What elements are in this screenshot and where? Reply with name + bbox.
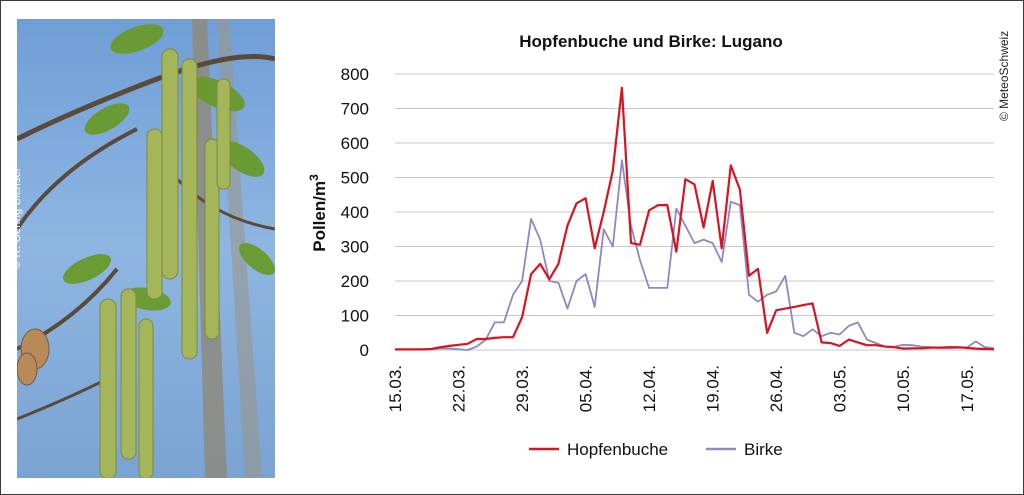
y-axis-label-text: Pollen/m [310, 181, 329, 252]
catkin-photo [17, 19, 275, 478]
x-tick-label: 29.03. [513, 365, 532, 412]
y-tick-label: 800 [341, 65, 369, 84]
y-tick-labels: 0 100 200 300 400 500 600 700 800 [341, 65, 369, 360]
y-tick-label: 200 [341, 272, 369, 291]
legend: Hopfenbuche Birke [529, 440, 783, 459]
x-tick-label: 22.03. [450, 365, 469, 412]
y-tick-label: 600 [341, 134, 369, 153]
y-axis-label: Pollen/m3 [307, 174, 329, 252]
chart-title: Hopfenbuche und Birke: Lugano [519, 32, 783, 51]
grid-lines [395, 73, 994, 351]
legend-label-birke: Birke [744, 440, 783, 459]
x-tick-label: 15.03. [386, 365, 405, 412]
y-tick-label: 100 [341, 307, 369, 326]
x-tick-label: 19.04. [704, 365, 723, 412]
x-tick-label: 12.04. [640, 365, 659, 412]
x-tick-label: 05.04. [577, 365, 596, 412]
series-lines [395, 86, 995, 351]
svg-text:Pollen/m3: Pollen/m3 [307, 174, 329, 252]
y-tick-label: 500 [341, 169, 369, 188]
pollen-line-chart: Hopfenbuche und Birke: Lugano Pollen/m3 … [307, 32, 995, 459]
x-tick-label: 26.04. [767, 365, 786, 412]
y-tick-label: 400 [341, 203, 369, 222]
series-line-hopfenbuche [395, 86, 995, 351]
y-tick-label: 300 [341, 238, 369, 257]
y-tick-label: 0 [360, 341, 369, 360]
x-tick-label: 10.05. [894, 365, 913, 412]
photo-credit: © R. Gehrig Bichsel [11, 168, 23, 269]
y-tick-label: 700 [341, 100, 369, 119]
y-axis-label-superscript: 3 [307, 174, 321, 181]
legend-label-hopfenbuche: Hopfenbuche [567, 440, 668, 459]
x-tick-label: 03.05. [831, 365, 850, 412]
x-tick-labels: 15.03. 22.03. 29.03. 05.04. 12.04. 19.04. 26.0… [386, 365, 977, 412]
x-tick-label: 17.05. [958, 365, 977, 412]
